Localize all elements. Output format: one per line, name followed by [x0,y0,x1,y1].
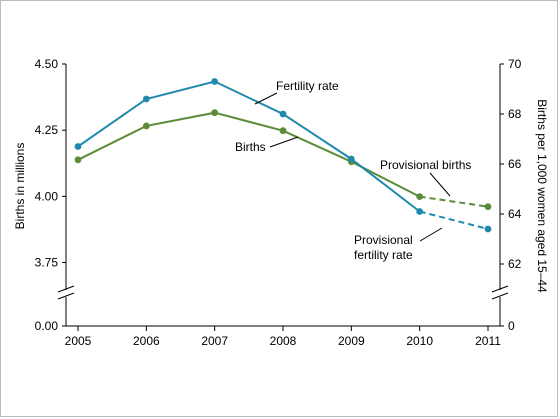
births-provisional-line [419,195,489,208]
left-tick-label: 4.50 [35,57,59,71]
right-axis-ticks: 70 68 66 64 62 0 [500,57,522,333]
right-tick-label: 70 [508,57,522,71]
fertility-rate-point [211,78,219,85]
fertility-rate-point [416,208,424,215]
right-tick-label: 64 [508,207,522,221]
births-point [74,156,82,164]
x-tick-label: 2005 [65,334,92,348]
right-break-mark-2 [491,292,509,300]
leader-fertility-rate [254,92,278,105]
fertility-rate-point [74,143,82,150]
annotation-provisional-births: Provisional births [380,158,471,172]
births-point [279,127,287,135]
x-tick-label: 2009 [338,334,365,348]
annotation-provisional-fertility-line2: fertility rate [354,248,413,262]
right-axis-title: Births per 1,000 women aged 15–44 [535,99,549,293]
x-tick-label: 2008 [270,334,297,348]
births-point [142,122,150,130]
x-tick-label: 2006 [133,334,160,348]
leader-births [269,136,299,148]
right-tick-label: 62 [508,257,522,271]
axes [57,64,509,327]
births-point [484,203,492,211]
left-tick-label: 4.00 [35,189,59,203]
births-point [211,109,219,117]
fertility-rate-point [484,225,492,233]
fertility-rate-provisional-line [419,210,489,230]
fertility-rate-point [347,155,355,163]
x-tick-label: 2007 [201,334,228,348]
left-axis-ticks: 4.50 4.25 4.00 3.75 0.00 [35,57,66,333]
births-line [77,111,421,198]
fertility-rate-point [142,95,150,103]
left-break-mark-2 [57,292,75,300]
births-point [416,193,424,201]
x-tick-label: 2010 [406,334,433,348]
right-tick-label: 66 [508,157,522,171]
left-tick-label: 0.00 [35,319,59,333]
leader-provisional-births [429,172,451,197]
left-axis-title: Births in millions [13,143,27,230]
annotation-births: Births [235,140,266,154]
series-layer [74,78,492,233]
x-axis-ticks: 2005 2006 2007 2008 2009 2010 2011 [65,326,501,348]
left-tick-label: 3.75 [35,256,59,270]
annotation-fertility-rate: Fertility rate [276,79,339,93]
annotations: Fertility rate Births Provisional births… [235,79,471,262]
right-tick-label: 68 [508,107,522,121]
right-break-mark-1 [491,285,509,293]
annotation-provisional-fertility-line1: Provisional [354,233,413,247]
left-tick-label: 4.25 [35,123,59,137]
left-break-mark-1 [57,285,75,293]
right-tick-label: 0 [508,319,515,333]
leader-provisional-fertility [419,227,443,242]
x-tick-label: 2011 [475,334,501,348]
fertility-rate-line [77,80,421,213]
fertility-rate-point [279,110,287,118]
